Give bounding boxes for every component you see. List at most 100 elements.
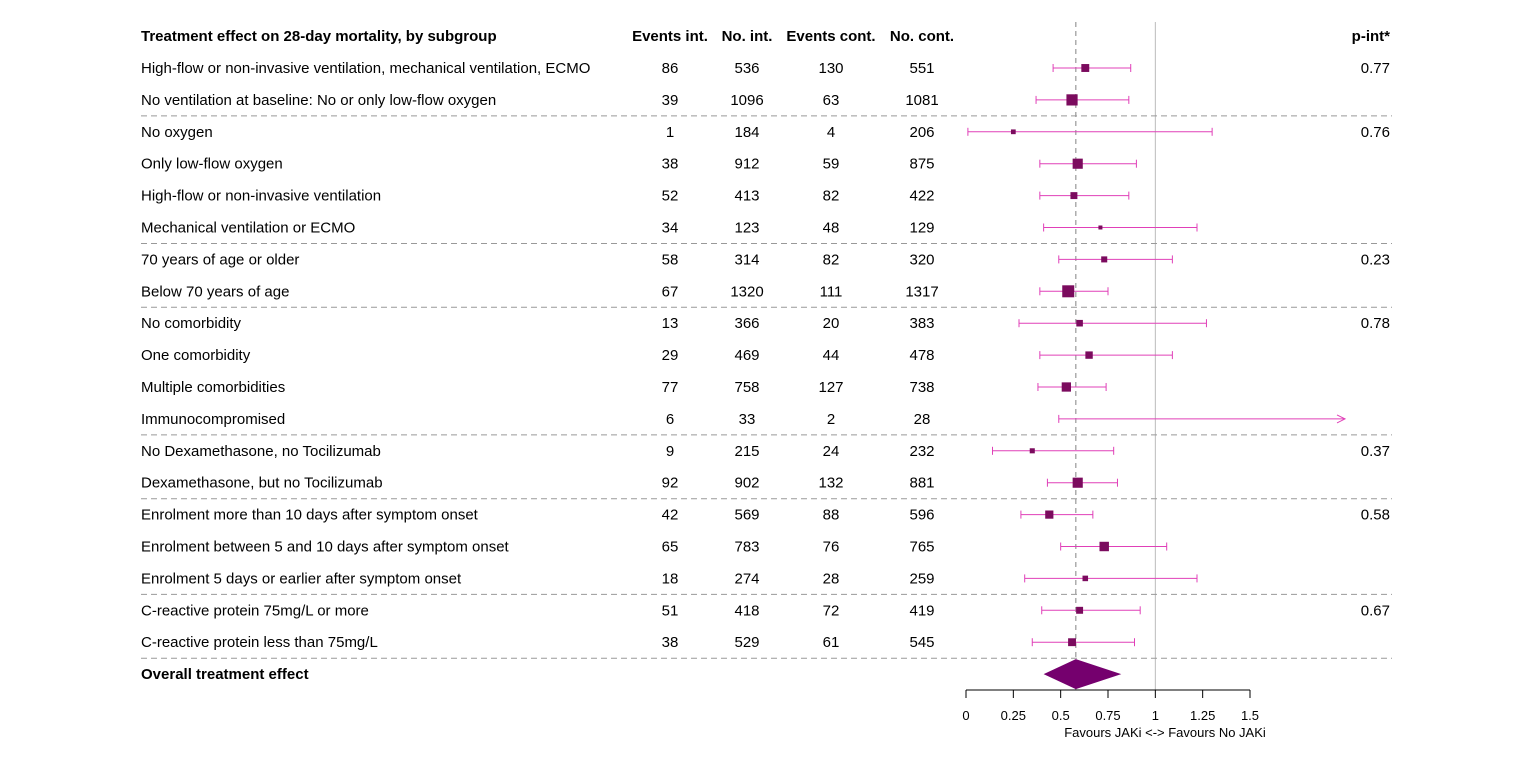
- table-row: No comorbidity 13 366 20 383 0.78: [141, 315, 1390, 332]
- subgroup-label: Enrolment more than 10 days after sympto…: [141, 507, 479, 524]
- point-estimate: [1076, 319, 1083, 327]
- point-estimate: [1061, 382, 1071, 392]
- n-int-cell: 123: [734, 220, 759, 237]
- table-row: Enrolment more than 10 days after sympto…: [141, 507, 1390, 524]
- events-int-cell: 18: [662, 570, 679, 587]
- col-header-events-int: Events int.: [632, 28, 708, 45]
- n-cont-cell: 383: [909, 315, 934, 332]
- table-row: Enrolment between 5 and 10 days after sy…: [141, 539, 1168, 556]
- events-int-cell: 29: [662, 347, 679, 364]
- events-cont-cell: 88: [823, 507, 840, 524]
- events-int-cell: 34: [662, 220, 679, 237]
- table-row: No Dexamethasone, no Tocilizumab 9 215 24 23…: [141, 443, 1390, 460]
- n-cont-cell: 1317: [905, 283, 938, 300]
- events-int-cell: 6: [666, 411, 674, 428]
- subgroup-label: No ventilation at baseline: No or only l…: [141, 92, 496, 109]
- events-cont-cell: 20: [823, 315, 840, 332]
- n-cont-cell: 232: [909, 443, 934, 460]
- point-estimate: [1010, 129, 1016, 135]
- events-cont-cell: 28: [823, 570, 840, 587]
- events-cont-cell: 48: [823, 220, 840, 237]
- subgroup-label: No Dexamethasone, no Tocilizumab: [141, 443, 381, 460]
- events-cont-cell: 76: [823, 539, 840, 556]
- pint-cell: 0.37: [1361, 443, 1390, 460]
- point-estimate: [1085, 351, 1093, 359]
- subgroup-rows: High-flow or non-invasive ventilation, m…: [141, 60, 1390, 651]
- table-row: Mechanical ventilation or ECMO 34 123 48 129: [141, 220, 1198, 237]
- point-estimate: [1066, 94, 1078, 106]
- n-int-cell: 215: [734, 443, 759, 460]
- col-header-n-cont: No. cont.: [890, 28, 954, 45]
- n-int-cell: 33: [739, 411, 756, 428]
- group-dividers: [141, 115, 1392, 659]
- events-cont-cell: 132: [818, 475, 843, 492]
- pint-cell: 0.76: [1361, 124, 1390, 141]
- n-int-cell: 902: [734, 475, 759, 492]
- events-cont-cell: 82: [823, 251, 840, 268]
- col-header-pint: p-int*: [1352, 28, 1390, 45]
- x-tick-label: 1: [1152, 708, 1159, 723]
- n-cont-cell: 596: [909, 507, 934, 524]
- subgroup-label: One comorbidity: [141, 347, 251, 364]
- table-row: 70 years of age or older 58 314 82 320 0.23: [141, 251, 1390, 268]
- point-estimate: [1062, 285, 1075, 298]
- n-cont-cell: 419: [909, 602, 934, 619]
- n-cont-cell: 422: [909, 188, 934, 205]
- n-cont-cell: 738: [909, 379, 934, 396]
- events-cont-cell: 59: [823, 156, 840, 173]
- point-estimate: [1099, 541, 1109, 552]
- n-int-cell: 413: [734, 188, 759, 205]
- subgroup-label: No comorbidity: [141, 315, 242, 332]
- n-int-cell: 536: [734, 60, 759, 77]
- events-cont-cell: 4: [827, 124, 835, 141]
- ci-arrow: [1336, 414, 1347, 424]
- events-int-cell: 86: [662, 60, 679, 77]
- events-int-cell: 51: [662, 602, 679, 619]
- x-tick-label: 0.75: [1095, 708, 1120, 723]
- n-int-cell: 314: [734, 251, 759, 268]
- table-row: Immunocompromised 6 33 2 28: [141, 411, 1347, 428]
- n-cont-cell: 206: [909, 124, 934, 141]
- subgroup-label: Below 70 years of age: [141, 283, 289, 300]
- col-header-events-cont: Events cont.: [786, 28, 875, 45]
- n-int-cell: 469: [734, 347, 759, 364]
- table-row: Below 70 years of age 67 1320 111 1317: [141, 283, 1109, 300]
- subgroup-label: High-flow or non-invasive ventilation, m…: [141, 60, 590, 77]
- pint-cell: 0.77: [1361, 60, 1390, 77]
- subgroup-label: Mechanical ventilation or ECMO: [141, 220, 355, 237]
- chart-title: Treatment effect on 28-day mortality, by…: [141, 28, 497, 45]
- col-header-n-int: No. int.: [722, 28, 773, 45]
- n-int-cell: 366: [734, 315, 759, 332]
- point-estimate: [1068, 638, 1076, 647]
- events-cont-cell: 127: [818, 379, 843, 396]
- subgroup-label: Immunocompromised: [141, 411, 285, 428]
- point-estimate: [1045, 510, 1054, 519]
- n-int-cell: 912: [734, 156, 759, 173]
- point-estimate: [1081, 64, 1090, 72]
- events-cont-cell: 24: [823, 443, 840, 460]
- x-tick-label: 0.5: [1052, 708, 1070, 723]
- n-cont-cell: 259: [909, 570, 934, 587]
- table-row: Dexamethasone, but no Tocilizumab 92 902 13…: [141, 475, 1118, 492]
- events-int-cell: 92: [662, 475, 679, 492]
- subgroup-label: High-flow or non-invasive ventilation: [141, 188, 381, 205]
- subgroup-label: C-reactive protein 75mg/L or more: [141, 602, 369, 619]
- n-int-cell: 783: [734, 539, 759, 556]
- events-cont-cell: 63: [823, 92, 840, 109]
- header-row: Treatment effect on 28-day mortality, by…: [141, 28, 1390, 45]
- events-int-cell: 67: [662, 283, 679, 300]
- table-row: One comorbidity 29 469 44 478: [141, 347, 1173, 364]
- pint-cell: 0.67: [1361, 602, 1390, 619]
- events-int-cell: 39: [662, 92, 679, 109]
- point-estimate: [1076, 606, 1084, 614]
- pint-cell: 0.78: [1361, 315, 1390, 332]
- events-int-cell: 13: [662, 315, 679, 332]
- overall-diamond: [1043, 659, 1122, 690]
- n-int-cell: 569: [734, 507, 759, 524]
- n-int-cell: 1320: [730, 283, 763, 300]
- point-estimate: [1072, 158, 1083, 169]
- n-int-cell: 184: [734, 124, 759, 141]
- point-estimate: [1101, 256, 1108, 263]
- table-row: Only low-flow oxygen 38 912 59 875: [141, 156, 1137, 173]
